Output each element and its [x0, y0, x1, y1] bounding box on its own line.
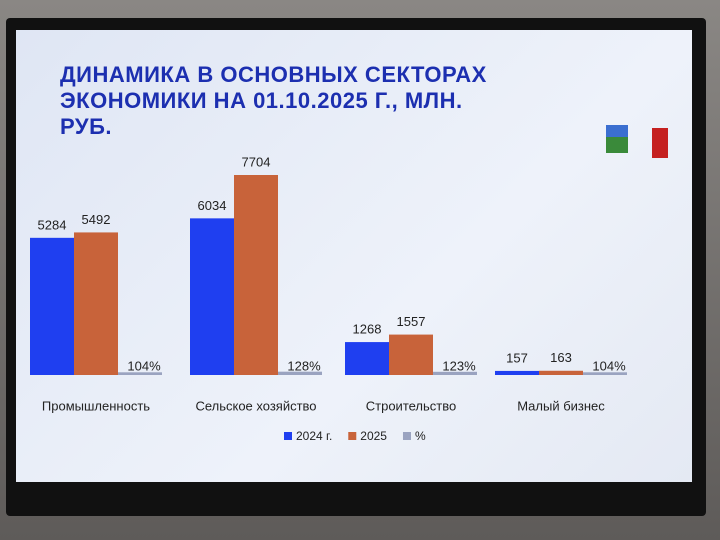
- bar: [278, 371, 322, 375]
- value-label: 1268: [353, 322, 382, 337]
- legend-swatch: [348, 432, 357, 440]
- value-label: 163: [550, 350, 572, 365]
- tv-screen: ДИНАМИКА В ОСНОВНЫХ СЕКТОРАХ ЭКОНОМИКИ Н…: [16, 30, 692, 482]
- chart-title: ДИНАМИКА В ОСНОВНЫХ СЕКТОРАХ ЭКОНОМИКИ Н…: [60, 62, 487, 139]
- value-label: 157: [506, 350, 528, 365]
- bar: [345, 342, 389, 375]
- value-label: 128%: [287, 358, 321, 373]
- bar: [74, 232, 118, 375]
- bar: [30, 237, 74, 375]
- bar: [495, 370, 539, 375]
- x-tick-label: Промышленность: [42, 398, 150, 413]
- value-label: 1557: [397, 314, 426, 329]
- logo: [652, 128, 668, 158]
- chart: Промышленность 5284 5492 104% Сельское хозяй…: [30, 125, 668, 443]
- bar: [583, 372, 627, 375]
- legend-label: 2025: [360, 429, 387, 443]
- value-label: 6034: [198, 198, 227, 213]
- logo: [606, 125, 628, 137]
- x-tick-label: Строительство: [366, 398, 456, 413]
- x-tick-label: Сельское хозяйство: [195, 398, 316, 413]
- bar: [118, 372, 162, 375]
- legend-swatch: [284, 432, 292, 440]
- x-tick-label: Малый бизнес: [517, 398, 605, 413]
- value-label: 123%: [442, 358, 476, 373]
- value-label: 5492: [82, 212, 111, 227]
- bar: [190, 218, 234, 375]
- bar: [234, 175, 278, 375]
- bar: [389, 334, 433, 375]
- value-label: 104%: [127, 358, 161, 373]
- value-label: 5284: [38, 217, 67, 232]
- legend-label: 2024 г.: [296, 429, 332, 443]
- bar: [433, 371, 477, 375]
- value-label: 7704: [242, 154, 271, 169]
- legend-label: %: [415, 429, 426, 443]
- bar: [539, 370, 583, 375]
- legend-swatch: [402, 432, 411, 440]
- value-label: 104%: [592, 358, 626, 373]
- logos: [606, 125, 668, 158]
